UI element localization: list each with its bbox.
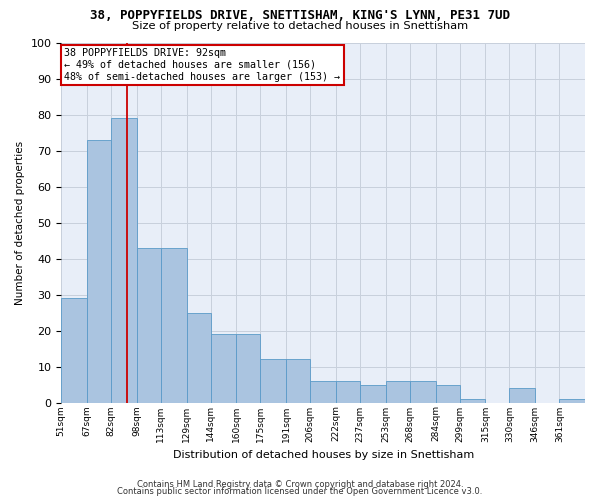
Bar xyxy=(211,334,236,402)
Bar xyxy=(386,381,410,402)
Text: 38 POPPYFIELDS DRIVE: 92sqm
← 49% of detached houses are smaller (156)
48% of se: 38 POPPYFIELDS DRIVE: 92sqm ← 49% of det… xyxy=(64,48,340,82)
Bar xyxy=(559,399,585,402)
Text: 38, POPPYFIELDS DRIVE, SNETTISHAM, KING'S LYNN, PE31 7UD: 38, POPPYFIELDS DRIVE, SNETTISHAM, KING'… xyxy=(90,9,510,22)
Bar xyxy=(87,140,111,402)
Bar xyxy=(236,334,260,402)
Bar xyxy=(137,248,161,402)
Bar xyxy=(161,248,187,402)
Bar xyxy=(509,388,535,402)
Bar xyxy=(336,381,360,402)
Text: Contains public sector information licensed under the Open Government Licence v3: Contains public sector information licen… xyxy=(118,487,482,496)
Bar xyxy=(111,118,137,403)
Bar xyxy=(260,360,286,403)
Bar xyxy=(310,381,336,402)
Bar xyxy=(286,360,310,403)
Bar xyxy=(410,381,436,402)
Bar xyxy=(360,384,386,402)
Text: Size of property relative to detached houses in Snettisham: Size of property relative to detached ho… xyxy=(132,21,468,31)
Bar xyxy=(460,399,485,402)
Bar xyxy=(61,298,87,403)
Bar xyxy=(436,384,460,402)
Text: Contains HM Land Registry data © Crown copyright and database right 2024.: Contains HM Land Registry data © Crown c… xyxy=(137,480,463,489)
Bar xyxy=(187,312,211,402)
Y-axis label: Number of detached properties: Number of detached properties xyxy=(15,140,25,305)
X-axis label: Distribution of detached houses by size in Snettisham: Distribution of detached houses by size … xyxy=(173,450,474,460)
